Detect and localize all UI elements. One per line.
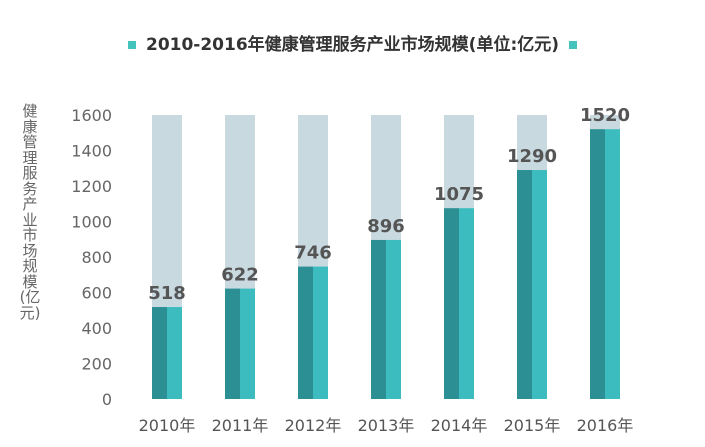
bar-dark-half [225, 288, 240, 399]
y-tick-label: 800 [81, 248, 112, 267]
bar-light-half [532, 170, 547, 399]
bar-dark-half [152, 307, 167, 399]
bar-dark-half [444, 208, 459, 399]
data-label: 1075 [434, 184, 484, 205]
legend-swatch-right [569, 41, 578, 49]
x-category-label: 2013年 [358, 416, 415, 435]
y-tick-label: 1600 [71, 106, 112, 125]
y-tick-label: 200 [81, 355, 112, 374]
y-tick-label: 1400 [71, 142, 112, 161]
x-category-label: 2015年 [504, 416, 561, 435]
y-tick-label: 1000 [71, 213, 112, 232]
chart-title-row: 2010-2016年健康管理服务产业市场规模(单位:亿元) [0, 30, 705, 55]
bar-dark-half [590, 129, 605, 399]
y-tick-label: 400 [81, 319, 112, 338]
data-label: 622 [221, 265, 259, 286]
x-category-label: 2014年 [431, 416, 488, 435]
chart-title: 2010-2016年健康管理服务产业市场规模(单位:亿元) [145, 35, 560, 55]
y-axis-ticks: 0 200 400 600 800 1000 1200 1400 1600 [71, 106, 112, 409]
bar-light-half [605, 129, 620, 399]
y-tick-label: 0 [102, 390, 112, 409]
y-axis-label: 健康管理服务产业市场规模 (亿元) [19, 102, 41, 322]
data-label: 518 [148, 283, 186, 304]
bar-light-half [167, 307, 182, 399]
data-labels: 518 622 746 896 1075 1290 1520 [148, 105, 630, 304]
x-category-label: 2011年 [212, 416, 269, 435]
bar-light-half [313, 266, 328, 399]
x-category-label: 2010年 [139, 416, 196, 435]
bar-dark-half [517, 170, 532, 399]
data-label: 746 [294, 243, 332, 264]
bar-light-half [240, 288, 255, 399]
x-category-label: 2012年 [285, 416, 342, 435]
bar-dark-half [298, 266, 313, 399]
data-label: 896 [367, 216, 405, 237]
bar-light-half [459, 208, 474, 399]
bar-light-half [386, 239, 401, 399]
y-tick-label: 600 [81, 284, 112, 303]
x-category-label: 2016年 [577, 416, 634, 435]
x-axis-categories: 2010年 2011年 2012年 2013年 2014年 2015年 2016年 [139, 416, 634, 435]
data-label: 1520 [580, 105, 630, 126]
data-label: 1290 [507, 146, 557, 167]
legend-swatch-left [127, 41, 136, 49]
bar-dark-half [371, 239, 386, 399]
bars [152, 115, 620, 399]
y-tick-label: 1200 [71, 177, 112, 196]
